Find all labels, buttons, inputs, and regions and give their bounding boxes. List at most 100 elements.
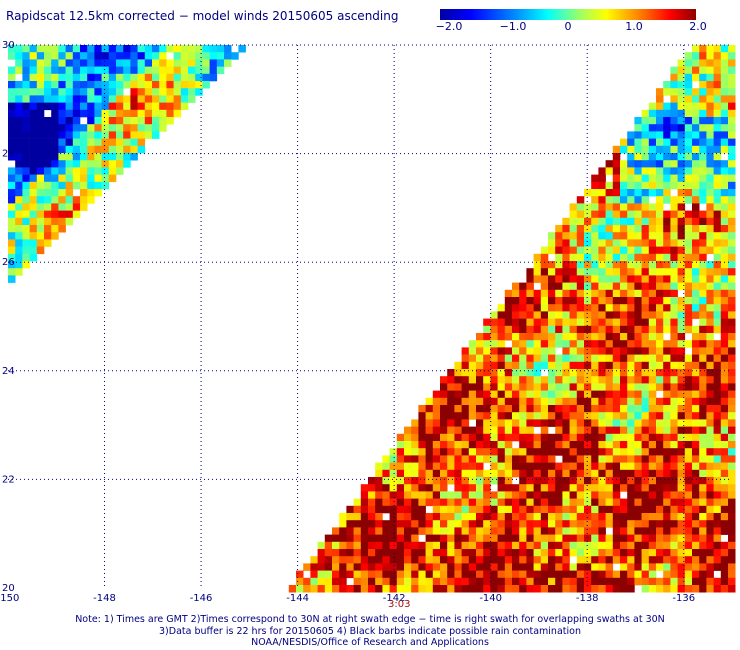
longitude-label: -136 bbox=[672, 593, 695, 604]
wind-cell bbox=[605, 268, 614, 276]
wind-cell bbox=[526, 570, 534, 579]
wind-cell bbox=[706, 153, 714, 161]
wind-cell bbox=[706, 441, 714, 449]
wind-cell bbox=[490, 426, 498, 435]
wind-cell bbox=[677, 347, 686, 355]
wind-cell bbox=[360, 556, 369, 564]
wind-cell bbox=[648, 369, 657, 377]
wind-cell bbox=[699, 347, 707, 355]
wind-cell bbox=[152, 95, 160, 103]
wind-cell bbox=[15, 117, 23, 125]
wind-cell bbox=[87, 81, 95, 89]
wind-cell bbox=[108, 167, 117, 175]
wind-cell bbox=[108, 45, 117, 53]
wind-cell bbox=[670, 405, 678, 413]
wind-cell bbox=[526, 577, 534, 586]
wind-cell bbox=[382, 527, 390, 535]
wind-cell bbox=[670, 275, 678, 283]
wind-cell bbox=[612, 556, 621, 564]
wind-cell bbox=[569, 570, 578, 579]
wind-cell bbox=[548, 405, 556, 413]
wind-cell bbox=[44, 225, 52, 233]
wind-cell bbox=[663, 318, 671, 327]
wind-cell bbox=[641, 448, 650, 456]
wind-cell bbox=[684, 210, 693, 219]
wind-cell bbox=[22, 59, 30, 67]
wind-cell bbox=[512, 505, 520, 514]
wind-cell bbox=[447, 563, 455, 571]
wind-cell bbox=[620, 246, 628, 255]
wind-cell bbox=[569, 376, 578, 384]
longitude-label: -142 bbox=[383, 593, 406, 604]
wind-cell bbox=[612, 282, 621, 291]
wind-cell bbox=[598, 232, 606, 240]
wind-cell bbox=[562, 297, 570, 305]
wind-cell bbox=[533, 311, 542, 319]
wind-cell bbox=[490, 390, 498, 399]
wind-cell bbox=[440, 412, 448, 420]
wind-cell bbox=[677, 369, 686, 377]
wind-cell bbox=[108, 174, 117, 183]
wind-cell bbox=[627, 397, 635, 406]
wind-cell bbox=[80, 203, 88, 211]
wind-cell bbox=[159, 124, 167, 132]
wind-cell bbox=[612, 455, 621, 463]
wind-cell bbox=[130, 138, 138, 147]
wind-cell bbox=[663, 347, 671, 355]
wind-cell bbox=[461, 441, 470, 449]
wind-cell bbox=[368, 520, 376, 528]
wind-cell bbox=[670, 210, 678, 219]
wind-cell bbox=[720, 81, 729, 89]
wind-cell bbox=[94, 189, 102, 197]
wind-cell bbox=[533, 261, 542, 269]
wind-cell bbox=[497, 505, 506, 514]
wind-cell bbox=[58, 73, 66, 82]
wind-cell bbox=[533, 484, 542, 492]
wind-cell bbox=[569, 412, 578, 420]
wind-cell bbox=[432, 469, 441, 478]
wind-cell bbox=[720, 477, 729, 485]
wind-cell bbox=[634, 405, 642, 413]
wind-cell bbox=[504, 491, 513, 499]
wind-cell bbox=[576, 253, 585, 262]
wind-cell bbox=[94, 73, 102, 82]
wind-cell bbox=[476, 455, 484, 463]
wind-cell bbox=[548, 340, 556, 348]
wind-cell bbox=[548, 419, 556, 427]
wind-cell bbox=[411, 477, 419, 485]
wind-cell bbox=[562, 275, 570, 283]
wind-cell bbox=[612, 448, 621, 456]
wind-cell bbox=[584, 570, 592, 579]
wind-cell bbox=[663, 109, 671, 118]
wind-cell bbox=[87, 138, 95, 147]
wind-cell bbox=[598, 412, 606, 420]
wind-cell bbox=[15, 145, 23, 154]
wind-cell bbox=[641, 239, 650, 247]
wind-cell bbox=[137, 73, 146, 82]
wind-cell bbox=[555, 340, 563, 348]
wind-cell bbox=[576, 441, 585, 449]
wind-cell bbox=[36, 73, 45, 82]
wind-cell bbox=[454, 570, 462, 579]
wind-cell bbox=[173, 109, 182, 118]
wind-cell bbox=[497, 383, 506, 391]
wind-cell bbox=[692, 282, 700, 291]
wind-cell bbox=[418, 498, 426, 507]
wind-cell bbox=[123, 117, 131, 125]
wind-cell bbox=[519, 419, 527, 427]
wind-cell bbox=[670, 333, 678, 341]
wind-cell bbox=[72, 52, 81, 60]
wind-cell bbox=[440, 419, 448, 427]
wind-cell bbox=[706, 426, 714, 435]
wind-cell bbox=[346, 541, 354, 550]
wind-cell bbox=[576, 246, 585, 255]
wind-cell bbox=[123, 45, 131, 53]
wind-cell bbox=[15, 95, 23, 103]
wind-cell bbox=[648, 556, 657, 564]
wind-cell bbox=[324, 556, 333, 564]
wind-cell bbox=[562, 520, 570, 528]
wind-cell bbox=[670, 441, 678, 449]
wind-cell bbox=[137, 95, 146, 103]
wind-cell bbox=[468, 441, 477, 449]
wind-cell bbox=[634, 268, 642, 276]
